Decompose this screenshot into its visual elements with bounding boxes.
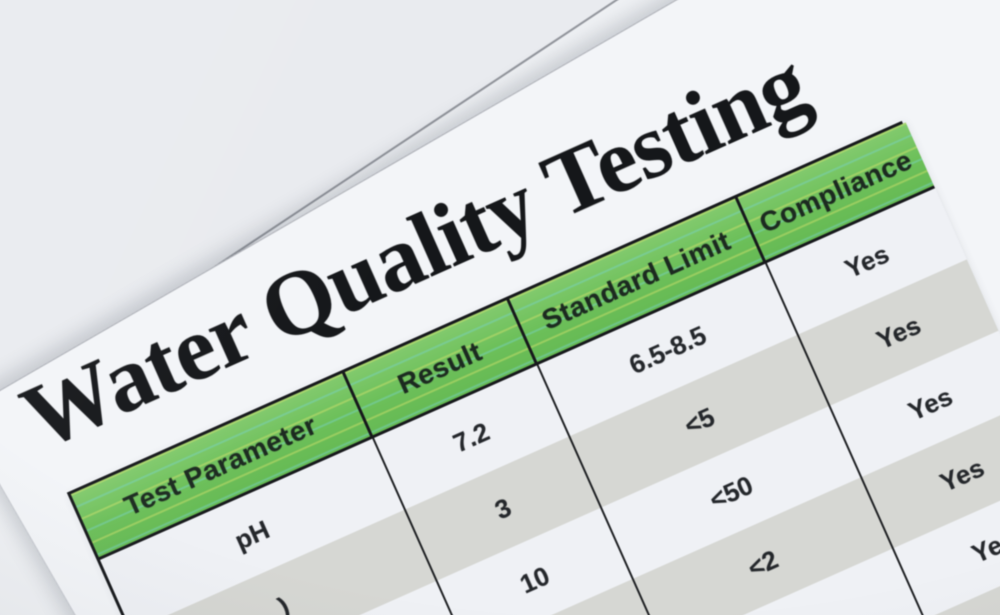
photo-of-document: Water Quality Testing Test Parameter Resu…: [0, 0, 1000, 615]
